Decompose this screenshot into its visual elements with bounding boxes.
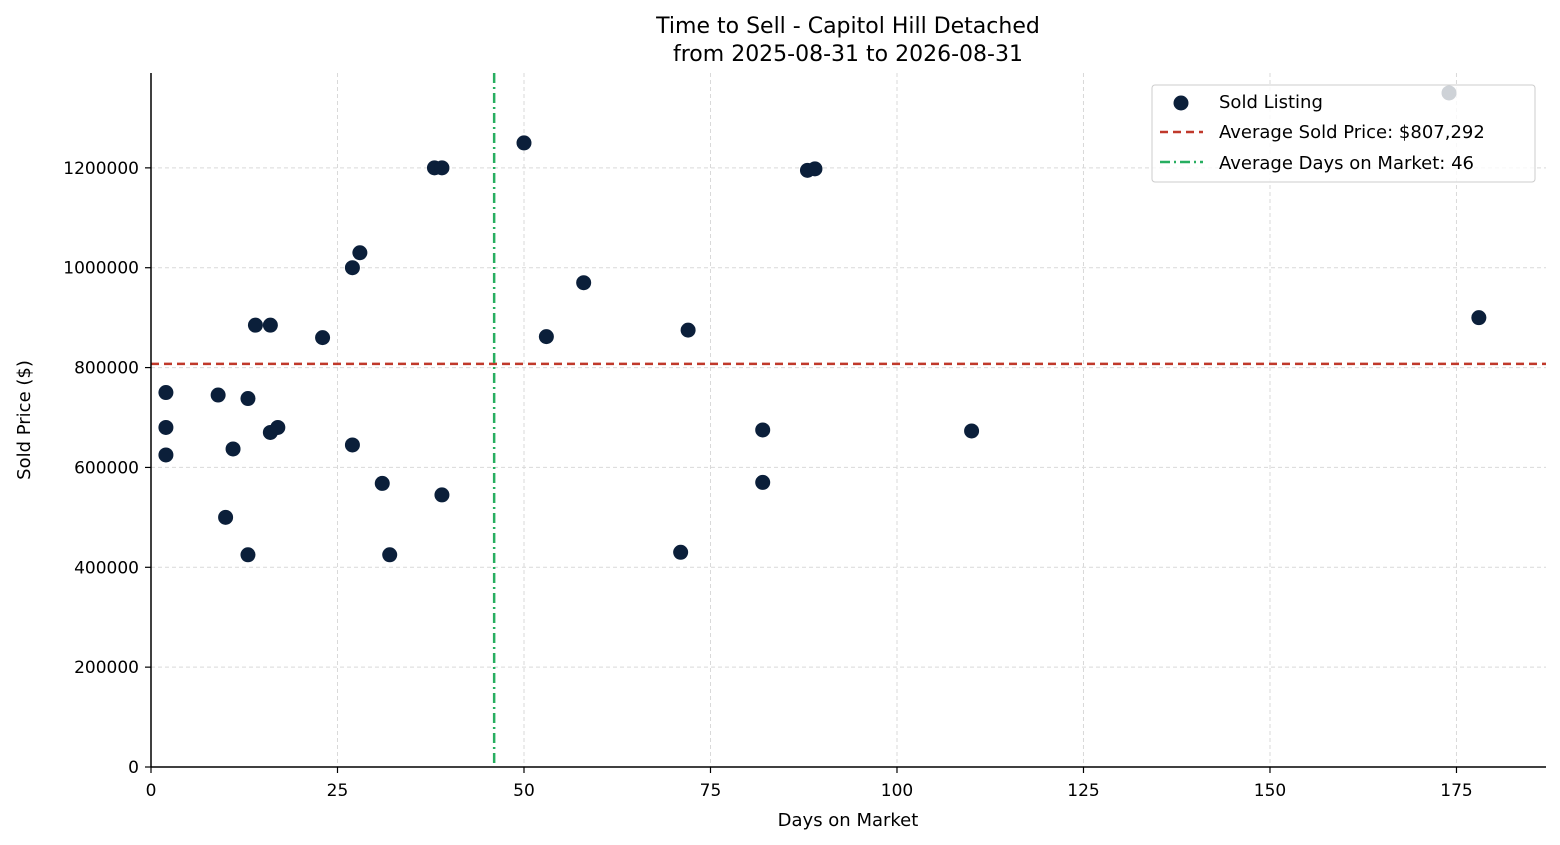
x-tick-label: 25	[327, 781, 349, 801]
data-point	[344, 437, 360, 453]
tick-labels: 0 25 50 75 100 125 150 175 0 200000 400000 600000 80…	[63, 159, 1472, 801]
data-point	[673, 544, 689, 560]
x-tick-label: 175	[1440, 781, 1472, 801]
data-point	[225, 441, 241, 457]
y-tick-label: 1000000	[63, 259, 139, 279]
data-point	[210, 387, 226, 403]
data-point	[315, 330, 331, 346]
data-point	[158, 419, 174, 435]
data-point	[434, 487, 450, 503]
reference-lines	[151, 73, 1546, 767]
data-point	[158, 385, 174, 401]
data-point	[262, 317, 278, 333]
data-point	[1471, 310, 1487, 326]
data-point	[270, 419, 286, 435]
data-point	[247, 317, 263, 333]
data-point	[240, 391, 256, 407]
data-point	[516, 135, 532, 151]
data-point	[352, 245, 368, 261]
data-point	[240, 547, 256, 563]
y-tick-label: 0	[128, 758, 139, 778]
x-tick-label: 100	[881, 781, 913, 801]
data-point	[344, 260, 360, 276]
y-tick-label: 400000	[74, 558, 139, 578]
data-point	[218, 509, 234, 525]
legend-label-average-price: Average Sold Price: $807,292	[1219, 122, 1485, 143]
legend-label-sold-listing: Sold Listing	[1219, 92, 1323, 113]
axes	[150, 73, 1546, 768]
y-tick-label: 800000	[74, 359, 139, 379]
data-points	[158, 85, 1487, 563]
x-tick-label: 75	[700, 781, 722, 801]
chart-subtitle: from 2025-08-31 to 2026-08-31	[673, 42, 1023, 67]
x-tick-label: 50	[513, 781, 535, 801]
x-tick-label: 125	[1067, 781, 1099, 801]
y-tick-label: 600000	[74, 458, 139, 478]
y-axis-label: Sold Price ($)	[14, 360, 35, 480]
x-tick-label: 0	[146, 781, 157, 801]
x-axis-label: Days on Market	[778, 810, 919, 831]
data-point	[538, 329, 554, 345]
legend-marker-sold-listing	[1173, 95, 1189, 111]
legend-label-average-days: Average Days on Market: 46	[1219, 153, 1474, 174]
chart-title: Time to Sell - Capitol Hill Detached	[655, 14, 1040, 39]
data-point	[158, 447, 174, 463]
data-point	[382, 547, 398, 563]
legend: Sold Listing Average Sold Price: $807,29…	[1151, 84, 1536, 183]
x-tick-label: 150	[1254, 781, 1286, 801]
data-point	[755, 422, 771, 438]
data-point	[807, 161, 823, 177]
data-point	[755, 474, 771, 490]
data-point	[374, 475, 390, 491]
legend-box	[1151, 84, 1536, 183]
y-tick-label: 1200000	[63, 159, 139, 179]
data-point	[680, 322, 696, 338]
data-point	[434, 160, 450, 176]
data-point	[576, 275, 592, 291]
y-tick-label: 200000	[74, 658, 139, 678]
data-point	[964, 423, 980, 439]
